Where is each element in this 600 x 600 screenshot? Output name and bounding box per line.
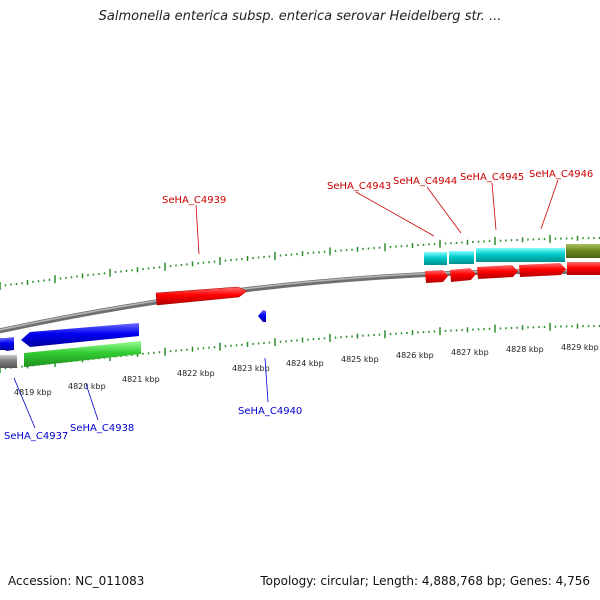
genome-backbone	[0, 268, 600, 334]
scale-tick-label: 4829 kbp	[561, 343, 599, 352]
accession-label: Accession:	[8, 574, 72, 588]
scale-tick-label: 4819 kbp	[14, 388, 52, 397]
forward-features[interactable]	[155, 244, 600, 306]
gene-green-feature[interactable]	[24, 341, 141, 367]
scale-tick-label: 4826 kbp	[396, 351, 434, 360]
scale-tick-label: 4828 kbp	[506, 345, 544, 354]
gene-label-sehac4937[interactable]: SeHA_C4937	[4, 431, 68, 442]
forward-leader-lines	[195, 179, 559, 255]
forward-gene-labels: SeHA_C4939 SeHA_C4943 SeHA_C4944 SeHA_C4…	[162, 169, 593, 206]
reverse-features[interactable]	[0, 310, 266, 368]
scale-tick-label: 4823 kbp	[232, 364, 270, 373]
cds-forward-sehac4946[interactable]	[519, 263, 566, 277]
gene-label-sehac4945[interactable]: SeHA_C4945	[460, 172, 524, 183]
gene-label-sehac4946[interactable]: SeHA_C4946	[529, 169, 593, 180]
gene-label-sehac4938[interactable]: SeHA_C4938	[70, 423, 134, 434]
scale-tick-label: 4825 kbp	[341, 355, 379, 364]
gene-olive-feature[interactable]	[566, 244, 600, 258]
rna-feature-2[interactable]	[449, 251, 474, 264]
cds-reverse-sehac4937[interactable]	[2, 337, 14, 351]
rna-feature-3[interactable]	[476, 248, 565, 262]
rna-feature-1[interactable]	[424, 252, 447, 265]
cds-forward-sehac4939[interactable]	[155, 286, 248, 306]
cds-reverse-sehac4940[interactable]	[258, 310, 266, 322]
cds-forward-partial[interactable]	[567, 262, 600, 275]
topology-info: Topology: circular; Length: 4,888,768 bp…	[260, 574, 590, 588]
scale-tick-label: 4824 kbp	[286, 359, 324, 368]
gene-label-sehac4939[interactable]: SeHA_C4939	[162, 195, 226, 206]
upper-tick-row	[0, 234, 600, 290]
accession-value: NC_011083	[75, 574, 145, 588]
lower-tick-row	[0, 322, 600, 373]
cds-reverse-edge[interactable]	[0, 338, 10, 350]
cds-forward-sehac4943[interactable]	[425, 270, 448, 283]
scale-tick-label: 4822 kbp	[177, 369, 215, 378]
cds-forward-sehac4944[interactable]	[450, 268, 476, 282]
gene-gray-feature[interactable]	[0, 355, 17, 368]
cds-reverse-sehac4938-blue[interactable]	[21, 323, 139, 347]
genome-backbone-highlight	[0, 269, 600, 331]
cds-forward-sehac4945[interactable]	[477, 265, 518, 279]
reverse-gene-labels: SeHA_C4937 SeHA_C4938 SeHA_C4940	[4, 406, 302, 442]
gene-label-sehac4940[interactable]: SeHA_C4940	[238, 406, 302, 417]
scale-tick-label: 4827 kbp	[451, 348, 489, 357]
reverse-leader-lines	[13, 357, 269, 429]
scale-tick-label: 4821 kbp	[122, 375, 160, 384]
gene-label-sehac4943[interactable]: SeHA_C4943	[327, 181, 391, 192]
accession-info: Accession: NC_011083	[8, 574, 144, 588]
map-title: Salmonella enterica subsp. enterica sero…	[98, 9, 502, 24]
gene-label-sehac4944[interactable]: SeHA_C4944	[393, 176, 457, 187]
